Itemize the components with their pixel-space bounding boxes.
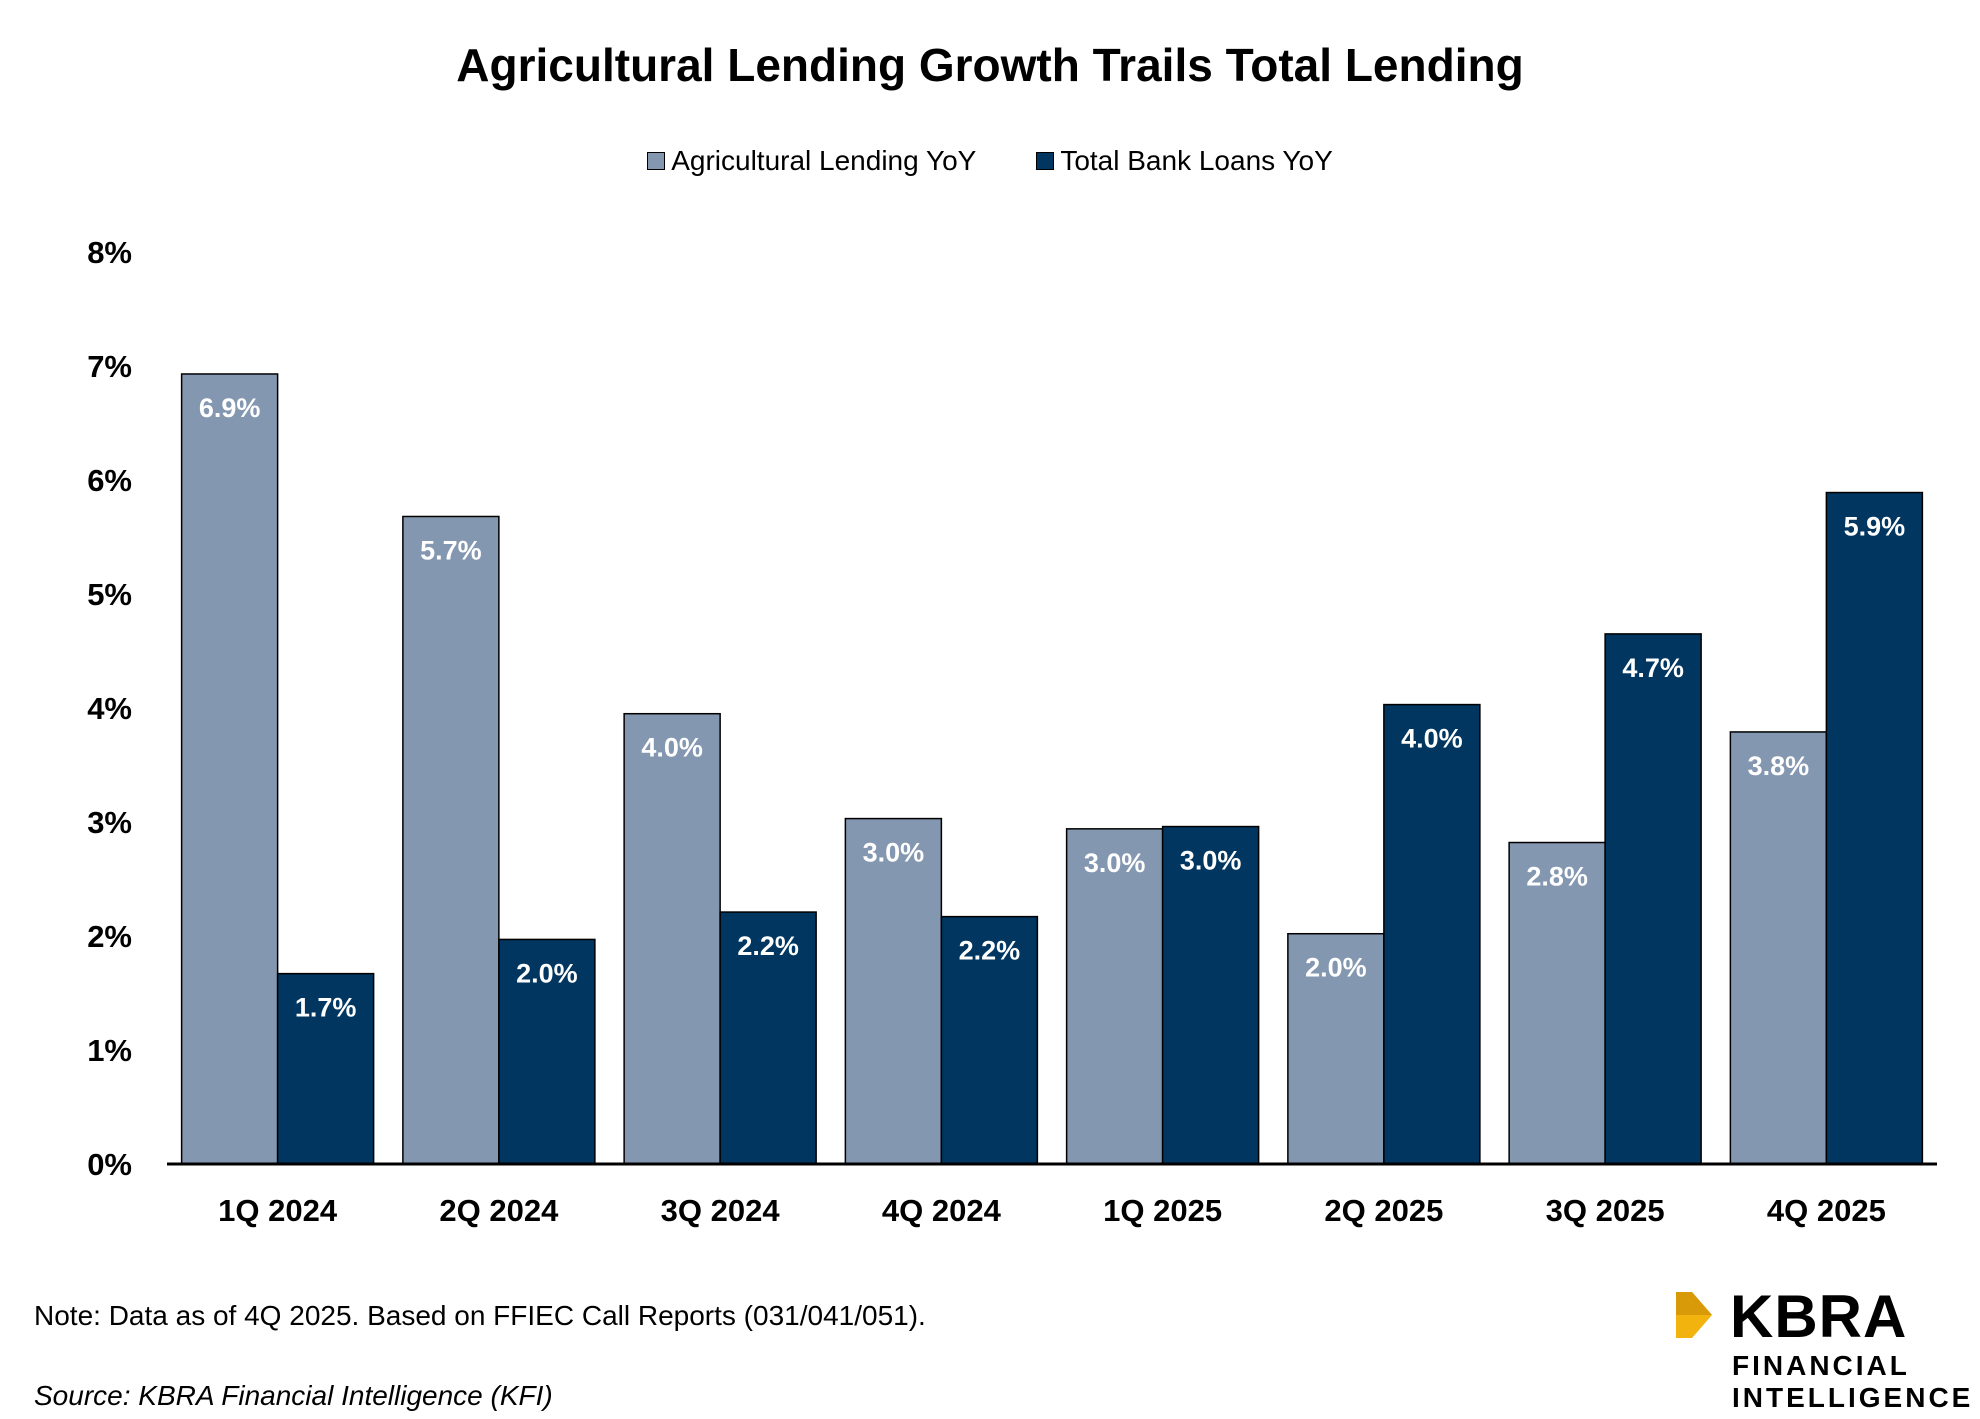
x-tick-label: 2Q 2025: [1324, 1193, 1443, 1228]
data-label: 4.7%: [1622, 653, 1684, 683]
y-tick-label: 3%: [87, 805, 132, 840]
x-tick-label: 3Q 2024: [661, 1193, 781, 1228]
bar-total-loans: [719, 911, 817, 1165]
bar-total-loans: [498, 938, 596, 1165]
bar-total-loans: [940, 915, 1039, 1165]
legend-swatch-total-loans: [1036, 152, 1055, 170]
data-label: 2.8%: [1526, 862, 1588, 892]
x-tick-label: 4Q 2025: [1767, 1193, 1886, 1228]
y-tick-label: 5%: [87, 577, 132, 612]
data-label: 6.9%: [199, 393, 261, 423]
data-label: 3.0%: [863, 838, 925, 868]
bar-agricultural: [1729, 731, 1828, 1165]
bar-agricultural: [844, 817, 943, 1165]
bar-agricultural: [1508, 841, 1606, 1165]
x-tick-label: 3Q 2025: [1546, 1193, 1665, 1228]
data-label: 5.7%: [420, 535, 482, 565]
legend-label-agricultural: Agricultural Lending YoY: [671, 145, 977, 176]
bar-agricultural: [1065, 828, 1164, 1165]
x-tick-label: 1Q 2025: [1103, 1193, 1222, 1228]
data-label: 3.8%: [1748, 751, 1810, 781]
bar-agricultural: [180, 373, 279, 1165]
legend-label-total-loans: Total Bank Loans YoY: [1060, 145, 1333, 176]
data-label: 2.2%: [959, 936, 1021, 966]
y-tick-label: 8%: [87, 235, 132, 270]
chart-legend: Agricultural Lending YoY Total Bank Loan…: [0, 145, 1980, 177]
y-tick-label: 1%: [87, 1033, 132, 1068]
data-label: 3.0%: [1180, 846, 1242, 876]
data-label: 2.0%: [516, 958, 578, 988]
x-tick-label: 2Q 2024: [439, 1193, 559, 1228]
bar-agricultural: [402, 515, 500, 1165]
bar-total-loans: [1604, 633, 1702, 1165]
bar-total-loans: [1383, 703, 1481, 1165]
kbra-logo: KBRA FINANCIAL INTELLIGENCE: [1676, 1283, 1976, 1413]
x-tick-label: 4Q 2024: [882, 1193, 1002, 1228]
y-tick-label: 7%: [87, 349, 132, 384]
y-tick-label: 0%: [87, 1147, 132, 1182]
y-tick-label: 6%: [87, 463, 132, 498]
kbra-chevron-icon: [1676, 1292, 1712, 1338]
x-tick-label: 1Q 2024: [218, 1193, 338, 1228]
chart-note: Note: Data as of 4Q 2025. Based on FFIEC…: [34, 1300, 926, 1331]
legend-item-total-loans: Total Bank Loans YoY: [1036, 145, 1333, 177]
bar-total-loans: [1825, 491, 1924, 1165]
chart-source: Source: KBRA Financial Intelligence (KFI…: [34, 1380, 553, 1411]
data-label: 2.0%: [1305, 953, 1367, 983]
bar-total-loans: [1161, 825, 1260, 1165]
data-label: 4.0%: [641, 733, 703, 763]
logo-subtitle-line2: INTELLIGENCE: [1732, 1382, 1974, 1413]
y-tick-label: 4%: [87, 691, 132, 726]
y-tick-label: 2%: [87, 919, 132, 954]
legend-swatch-agricultural: [647, 152, 666, 170]
data-label: 3.0%: [1084, 848, 1146, 878]
chart-title: Agricultural Lending Growth Trails Total…: [456, 39, 1524, 91]
logo-subtitle-line1: FINANCIAL: [1732, 1350, 1910, 1381]
bar-total-loans: [276, 972, 375, 1165]
logo-wordmark: KBRA: [1730, 1283, 1908, 1350]
bar-agricultural: [623, 712, 721, 1165]
data-label: 4.0%: [1401, 724, 1463, 754]
data-label: 5.9%: [1844, 512, 1906, 542]
data-label: 2.2%: [737, 931, 799, 961]
legend-item-agricultural: Agricultural Lending YoY: [647, 145, 976, 177]
data-label: 1.7%: [295, 993, 357, 1023]
